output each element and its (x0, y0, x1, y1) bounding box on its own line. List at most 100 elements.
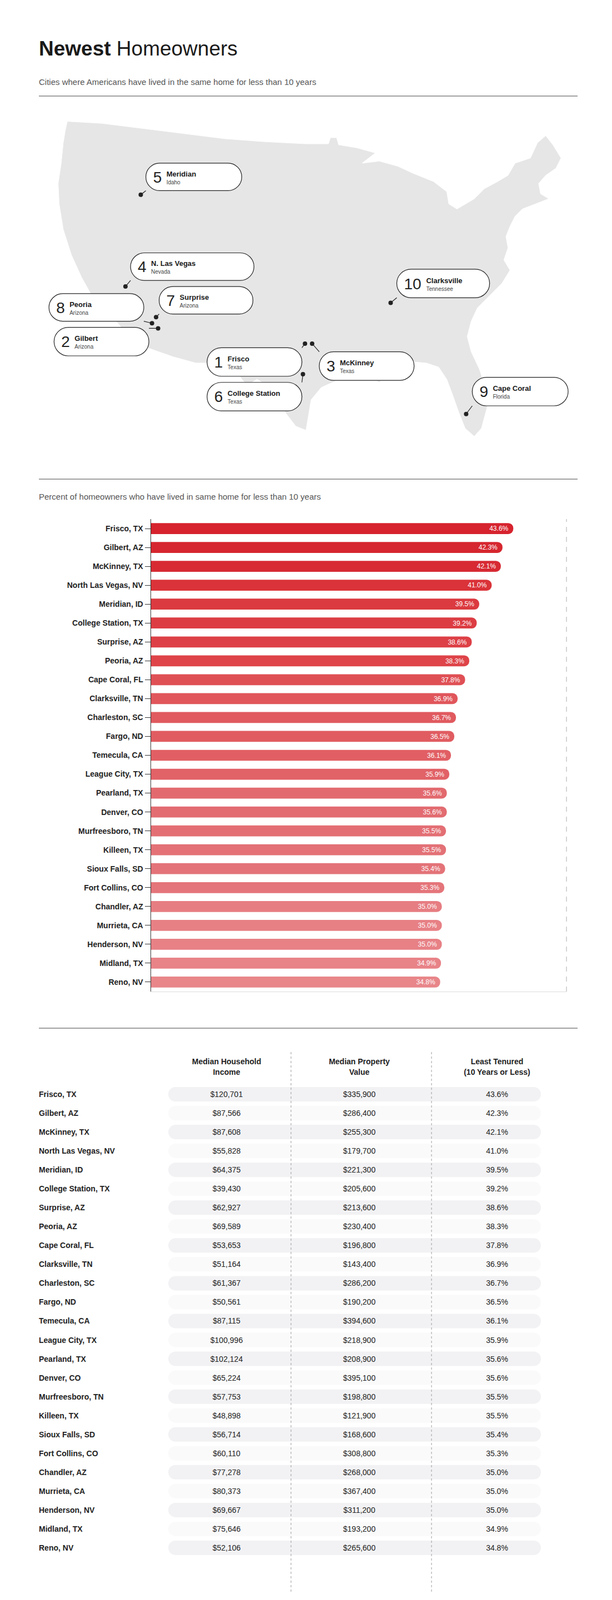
svg-text:$394,600: $394,600 (343, 1316, 376, 1326)
svg-text:35.0%: 35.0% (485, 1506, 509, 1516)
svg-text:35.3%: 35.3% (420, 884, 440, 892)
svg-text:36.7%: 36.7% (485, 1278, 509, 1288)
svg-text:42.1%: 42.1% (485, 1127, 509, 1137)
svg-text:$100,996: $100,996 (210, 1336, 244, 1346)
svg-text:36.9%: 36.9% (485, 1260, 509, 1269)
svg-text:$311,200: $311,200 (343, 1506, 376, 1516)
svg-text:3: 3 (326, 357, 336, 375)
svg-text:$39,430: $39,430 (212, 1184, 242, 1194)
svg-text:38.6%: 38.6% (485, 1203, 509, 1213)
svg-text:$69,667: $69,667 (212, 1506, 242, 1516)
svg-text:34.8%: 34.8% (416, 978, 436, 987)
svg-text:36.7%: 36.7% (432, 714, 451, 722)
svg-text:$193,200: $193,200 (343, 1525, 376, 1534)
svg-text:39.2%: 39.2% (452, 619, 472, 628)
svg-text:39.5%: 39.5% (485, 1165, 509, 1175)
svg-text:Least Tenured: Least Tenured (470, 1057, 524, 1067)
svg-text:Idaho: Idaho (166, 179, 181, 186)
svg-text:38.3%: 38.3% (485, 1222, 509, 1232)
svg-text:Arizona: Arizona (74, 343, 94, 350)
svg-text:Sioux Falls, SD: Sioux Falls, SD (38, 1430, 95, 1440)
svg-text:N. Las Vegas: N. Las Vegas (151, 259, 196, 268)
svg-text:38.6%: 38.6% (447, 638, 467, 647)
svg-text:McKinney, TX: McKinney, TX (92, 562, 144, 571)
svg-text:Meridian, ID: Meridian, ID (98, 599, 143, 609)
svg-text:42.3%: 42.3% (485, 1109, 509, 1118)
svg-text:Fargo, ND: Fargo, ND (38, 1297, 77, 1307)
svg-text:$230,400: $230,400 (343, 1222, 376, 1232)
svg-text:Charleston, SC: Charleston, SC (87, 713, 143, 722)
svg-text:Clarksville, TN: Clarksville, TN (38, 1260, 93, 1269)
svg-text:Meridian, ID: Meridian, ID (38, 1165, 83, 1175)
svg-text:Florida: Florida (492, 393, 510, 400)
svg-text:35.9%: 35.9% (485, 1336, 509, 1346)
svg-text:$60,110: $60,110 (212, 1449, 241, 1459)
svg-text:Killeen, TX: Killeen, TX (38, 1411, 79, 1421)
svg-text:Fargo, ND: Fargo, ND (106, 731, 144, 741)
svg-text:$51,164: $51,164 (212, 1260, 242, 1269)
svg-text:35.0%: 35.0% (485, 1487, 509, 1497)
svg-text:$205,600: $205,600 (343, 1184, 376, 1194)
svg-text:7: 7 (166, 292, 176, 310)
svg-text:$179,700: $179,700 (343, 1146, 376, 1156)
svg-text:Sioux Falls, SD: Sioux Falls, SD (87, 864, 144, 874)
svg-text:9: 9 (479, 383, 489, 401)
svg-text:$65,224: $65,224 (212, 1373, 242, 1383)
svg-text:Tennessee: Tennessee (425, 286, 454, 293)
svg-text:$120,701: $120,701 (210, 1090, 244, 1100)
svg-text:Income: Income (212, 1067, 240, 1077)
svg-text:League City, TX: League City, TX (38, 1336, 98, 1346)
svg-text:Denver, CO: Denver, CO (101, 808, 144, 817)
svg-text:Fort Collins, CO: Fort Collins, CO (38, 1449, 99, 1459)
svg-text:Reno, NV: Reno, NV (108, 977, 144, 987)
svg-text:Texas: Texas (227, 364, 243, 371)
svg-text:Killeen, TX: Killeen, TX (103, 845, 144, 855)
svg-text:$87,115: $87,115 (212, 1316, 241, 1326)
svg-text:35.0%: 35.0% (485, 1468, 509, 1478)
svg-text:Fort Collins, CO: Fort Collins, CO (83, 883, 144, 893)
svg-text:Chandler, AZ: Chandler, AZ (95, 902, 144, 912)
svg-text:$213,600: $213,600 (343, 1203, 376, 1213)
svg-text:Surprise: Surprise (179, 293, 210, 302)
svg-text:Gilbert, AZ: Gilbert, AZ (38, 1109, 79, 1118)
svg-text:39.5%: 39.5% (455, 600, 475, 609)
svg-text:Clarksville, TN: Clarksville, TN (89, 694, 144, 704)
svg-text:Peoria: Peoria (69, 300, 93, 309)
svg-text:$308,800: $308,800 (343, 1449, 376, 1459)
svg-text:College Station, TX: College Station, TX (38, 1184, 110, 1194)
svg-text:$218,900: $218,900 (343, 1336, 376, 1346)
svg-text:35.6%: 35.6% (422, 808, 442, 817)
svg-text:$395,100: $395,100 (343, 1373, 376, 1383)
svg-text:Gilbert, AZ: Gilbert, AZ (103, 543, 144, 553)
svg-text:34.8%: 34.8% (485, 1543, 509, 1553)
svg-text:Arizona: Arizona (179, 302, 199, 309)
svg-text:$75,646: $75,646 (212, 1525, 242, 1534)
svg-text:Texas: Texas (339, 368, 355, 375)
svg-text:$335,900: $335,900 (343, 1090, 376, 1100)
svg-text:$190,200: $190,200 (343, 1297, 376, 1307)
svg-text:Texas: Texas (227, 398, 243, 405)
svg-text:34.9%: 34.9% (417, 959, 436, 968)
svg-text:Murfreesboro, TN: Murfreesboro, TN (78, 826, 144, 836)
svg-text:Peoria, AZ: Peoria, AZ (38, 1222, 78, 1232)
svg-text:36.5%: 36.5% (485, 1297, 509, 1307)
svg-text:35.5%: 35.5% (422, 846, 441, 855)
svg-text:36.1%: 36.1% (485, 1316, 509, 1326)
svg-text:Surprise, AZ: Surprise, AZ (97, 637, 144, 647)
svg-text:36.1%: 36.1% (427, 751, 446, 760)
svg-text:Chandler, AZ: Chandler, AZ (38, 1468, 87, 1478)
svg-text:$77,278: $77,278 (212, 1468, 242, 1478)
svg-text:Temecula, CA: Temecula, CA (92, 750, 144, 760)
svg-text:$69,589: $69,589 (212, 1222, 242, 1232)
svg-text:$196,800: $196,800 (343, 1241, 376, 1251)
svg-text:$55,828: $55,828 (212, 1146, 242, 1156)
svg-text:Surprise, AZ: Surprise, AZ (38, 1203, 85, 1213)
svg-text:Meridian: Meridian (166, 169, 197, 179)
svg-text:Murfreesboro, TN: Murfreesboro, TN (38, 1392, 104, 1402)
svg-text:35.0%: 35.0% (418, 903, 438, 911)
svg-text:34.9%: 34.9% (485, 1525, 509, 1534)
svg-text:Frisco: Frisco (227, 354, 250, 364)
svg-text:$64,375: $64,375 (212, 1165, 242, 1175)
svg-text:35.4%: 35.4% (420, 865, 440, 874)
svg-text:42.3%: 42.3% (478, 543, 498, 552)
